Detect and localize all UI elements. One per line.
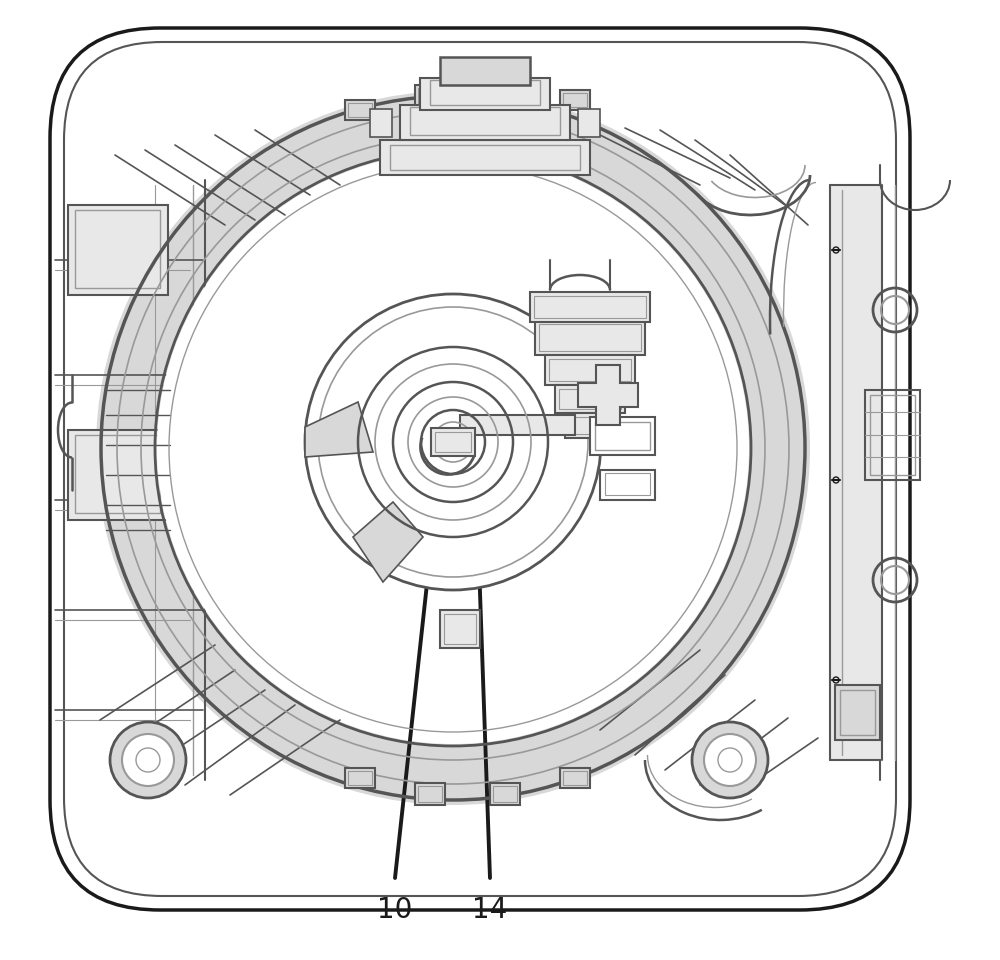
Bar	[539, 324, 641, 351]
FancyBboxPatch shape	[50, 28, 910, 910]
Polygon shape	[578, 365, 638, 425]
Bar	[560, 90, 590, 110]
Circle shape	[449, 438, 457, 446]
Bar	[563, 93, 587, 107]
Bar	[535, 320, 645, 355]
Bar	[493, 786, 517, 802]
Circle shape	[96, 91, 810, 805]
Polygon shape	[305, 402, 373, 457]
Circle shape	[704, 734, 756, 786]
Bar	[605, 473, 650, 495]
Bar	[410, 107, 560, 135]
Bar	[870, 395, 915, 475]
Bar	[348, 771, 372, 785]
Bar	[590, 417, 655, 455]
Bar	[493, 86, 517, 102]
Circle shape	[122, 734, 174, 786]
Bar	[68, 430, 168, 520]
Bar	[345, 100, 375, 120]
Bar	[530, 292, 650, 322]
Bar	[370, 109, 392, 137]
Bar	[835, 685, 880, 740]
Bar	[555, 385, 625, 413]
Bar	[444, 614, 476, 644]
Circle shape	[110, 722, 186, 798]
Bar	[600, 470, 655, 500]
Bar	[415, 85, 445, 107]
Bar	[390, 145, 580, 170]
Bar	[380, 140, 590, 175]
Bar	[418, 786, 442, 802]
Bar	[563, 771, 587, 785]
Circle shape	[692, 722, 768, 798]
Bar	[490, 783, 520, 805]
Bar	[440, 57, 530, 85]
Bar	[415, 783, 445, 805]
Bar	[431, 428, 475, 456]
Bar	[345, 768, 375, 788]
Bar	[545, 355, 635, 385]
Bar	[75, 435, 160, 513]
Circle shape	[157, 152, 749, 744]
Bar	[75, 210, 160, 288]
Bar	[435, 432, 471, 452]
Bar	[460, 415, 575, 435]
Bar	[348, 103, 372, 117]
Circle shape	[305, 294, 601, 590]
Bar	[68, 205, 168, 295]
Bar	[565, 413, 615, 438]
Bar	[400, 105, 570, 140]
Bar	[549, 359, 631, 381]
Bar	[490, 83, 520, 105]
Bar	[440, 610, 480, 648]
Bar	[840, 690, 875, 735]
Text: 10: 10	[377, 896, 413, 924]
Bar	[420, 78, 550, 110]
Bar	[559, 389, 621, 409]
Bar	[560, 768, 590, 788]
Polygon shape	[353, 502, 423, 582]
Bar	[534, 296, 646, 318]
Bar	[578, 109, 600, 137]
Bar	[865, 390, 920, 480]
Bar	[595, 422, 650, 450]
Bar	[430, 80, 540, 105]
Bar	[418, 88, 442, 104]
Text: 14: 14	[472, 896, 508, 924]
Bar	[569, 417, 611, 434]
Bar	[831, 186, 881, 759]
